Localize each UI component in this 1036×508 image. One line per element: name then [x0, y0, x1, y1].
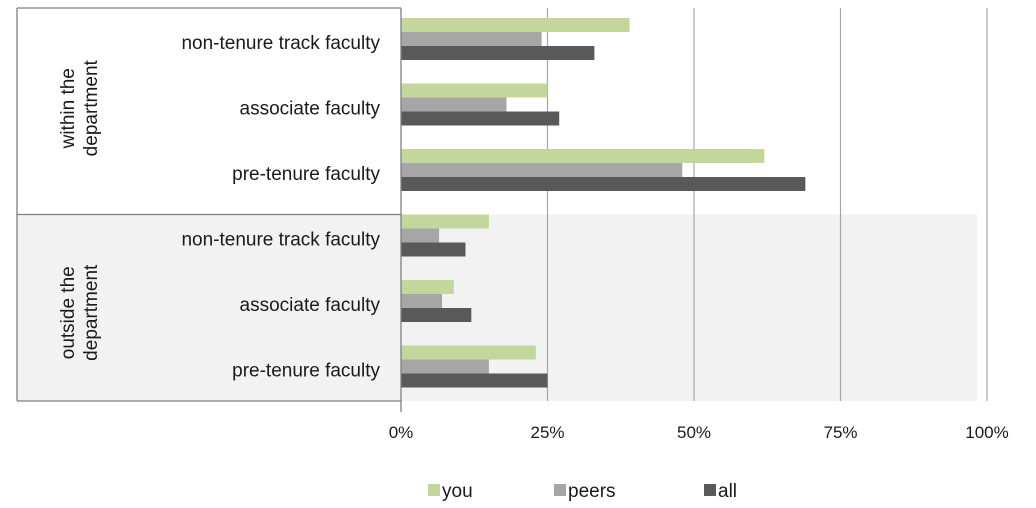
x-tick-label: 75%: [823, 423, 857, 442]
x-tick-label: 100%: [965, 423, 1008, 442]
bar-all: [401, 177, 805, 191]
group-label-line: outside the: [58, 266, 79, 359]
bar-all: [401, 308, 471, 322]
x-tick-label: 0%: [389, 423, 414, 442]
group-label-line: department: [81, 59, 102, 156]
bar-peers: [401, 163, 682, 177]
bar-all: [401, 112, 559, 126]
bar-peers: [401, 360, 489, 374]
category-label: non-tenure track faculty: [181, 230, 380, 251]
bar-you: [401, 280, 454, 294]
bar-you: [401, 215, 489, 229]
bar-you: [401, 346, 536, 360]
legend-swatch-peers: [554, 484, 566, 496]
group-label-line: department: [81, 264, 102, 361]
bar-you: [401, 149, 764, 163]
bar-you: [401, 84, 548, 98]
bar-all: [401, 243, 465, 257]
group-shading: [17, 215, 977, 402]
category-label: non-tenure track faculty: [181, 33, 380, 54]
legend-label-you: you: [442, 481, 473, 502]
bar-peers: [401, 229, 439, 243]
x-tick-label: 50%: [677, 423, 711, 442]
group-label-line: within the: [58, 68, 79, 149]
legend: you peers all: [428, 481, 737, 502]
category-label: pre-tenure faculty: [232, 361, 380, 382]
bar-peers: [401, 32, 542, 46]
legend-label-peers: peers: [568, 481, 616, 502]
legend-label-all: all: [718, 481, 737, 502]
bar-peers: [401, 294, 442, 308]
bar-all: [401, 46, 594, 60]
legend-swatch-all: [704, 484, 716, 496]
bar-peers: [401, 98, 506, 112]
group-background-layer: [17, 215, 977, 402]
x-tick-label: 25%: [530, 423, 564, 442]
bar-all: [401, 374, 548, 388]
group-label: within the department: [58, 59, 102, 156]
category-label: pre-tenure faculty: [232, 164, 380, 185]
category-label: associate faculty: [240, 295, 381, 316]
category-label: associate faculty: [240, 99, 381, 120]
bar-you: [401, 18, 630, 32]
legend-swatch-you: [428, 484, 440, 496]
